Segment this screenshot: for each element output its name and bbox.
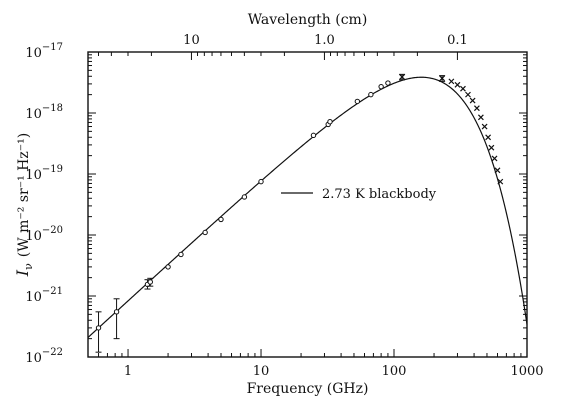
top-tick-label: 0.1 <box>447 33 468 48</box>
data-point-cross <box>469 97 476 104</box>
data-point-cross <box>448 78 455 85</box>
data-point <box>354 98 361 105</box>
data-point <box>385 80 391 86</box>
blackbody-curve <box>87 76 528 338</box>
data-point <box>147 277 154 287</box>
x-tick-label: 1000 <box>510 364 543 379</box>
x-tick-label: 100 <box>382 364 407 379</box>
top-tick-label: 1.0 <box>314 33 335 48</box>
legend-label: 2.73 K blackbody <box>322 187 437 202</box>
y-tick-label: 10−18 <box>25 103 63 122</box>
y-axis-title-symbol: I <box>13 269 32 277</box>
data-point-cross <box>491 155 498 162</box>
svg-text:Iν(W m⁻² sr⁻¹ Hz⁻¹): Iν (W m⁻² sr⁻¹ Hz⁻¹) <box>13 133 35 277</box>
y-axis-title-units: (W m⁻² sr⁻¹ Hz⁻¹) <box>16 133 32 257</box>
data-point-cross <box>494 167 501 174</box>
data-point-cross <box>481 123 488 130</box>
y-tick-label: 10−22 <box>25 347 63 366</box>
data-point <box>378 83 384 90</box>
data-point-cross <box>454 81 461 88</box>
axis-tick-labels: 1 10 100 1000 10−22 10−21 10−20 10−19 10−18 10−17… <box>25 33 543 379</box>
data-point-cross <box>439 75 446 82</box>
data-point <box>368 91 374 98</box>
top-tick-label: 10 <box>183 33 200 48</box>
legend: 2.73 K blackbody <box>281 187 437 202</box>
data-point <box>113 298 120 340</box>
data-point <box>178 251 184 258</box>
y-tick-label: 10−19 <box>25 164 63 183</box>
data-point <box>310 132 317 139</box>
plot-frame <box>87 51 528 358</box>
data-point-cross <box>497 178 504 185</box>
y-axis-title-subscript: ν <box>22 263 35 270</box>
data-point <box>95 311 102 353</box>
y-tick-label: 10−20 <box>25 225 63 244</box>
data-point-cross <box>477 114 484 121</box>
data-point <box>241 194 248 200</box>
data-point <box>218 216 224 223</box>
data-point-cross <box>465 91 471 98</box>
y-tick-label: 10−17 <box>25 42 63 61</box>
x-tick-label: 10 <box>253 364 270 379</box>
data-point <box>327 119 333 125</box>
data-point-cross <box>488 144 495 151</box>
data-point <box>165 264 171 270</box>
top-axis-title: Wavelength (cm) <box>248 12 368 28</box>
data-point-cross <box>399 73 406 81</box>
y-tick-label: 10−21 <box>25 286 63 305</box>
y-axis-title: Iν (W m⁻² sr⁻¹ Hz⁻¹) <box>13 133 35 277</box>
data-point-cross <box>473 105 480 112</box>
data-point-cross <box>485 134 492 141</box>
data-points <box>95 73 504 353</box>
x-axis-title: Frequency (GHz) <box>247 381 369 397</box>
data-point <box>258 178 264 185</box>
data-point-cross <box>460 85 466 92</box>
x-tick-label: 1 <box>124 364 132 379</box>
data-point <box>202 229 208 236</box>
